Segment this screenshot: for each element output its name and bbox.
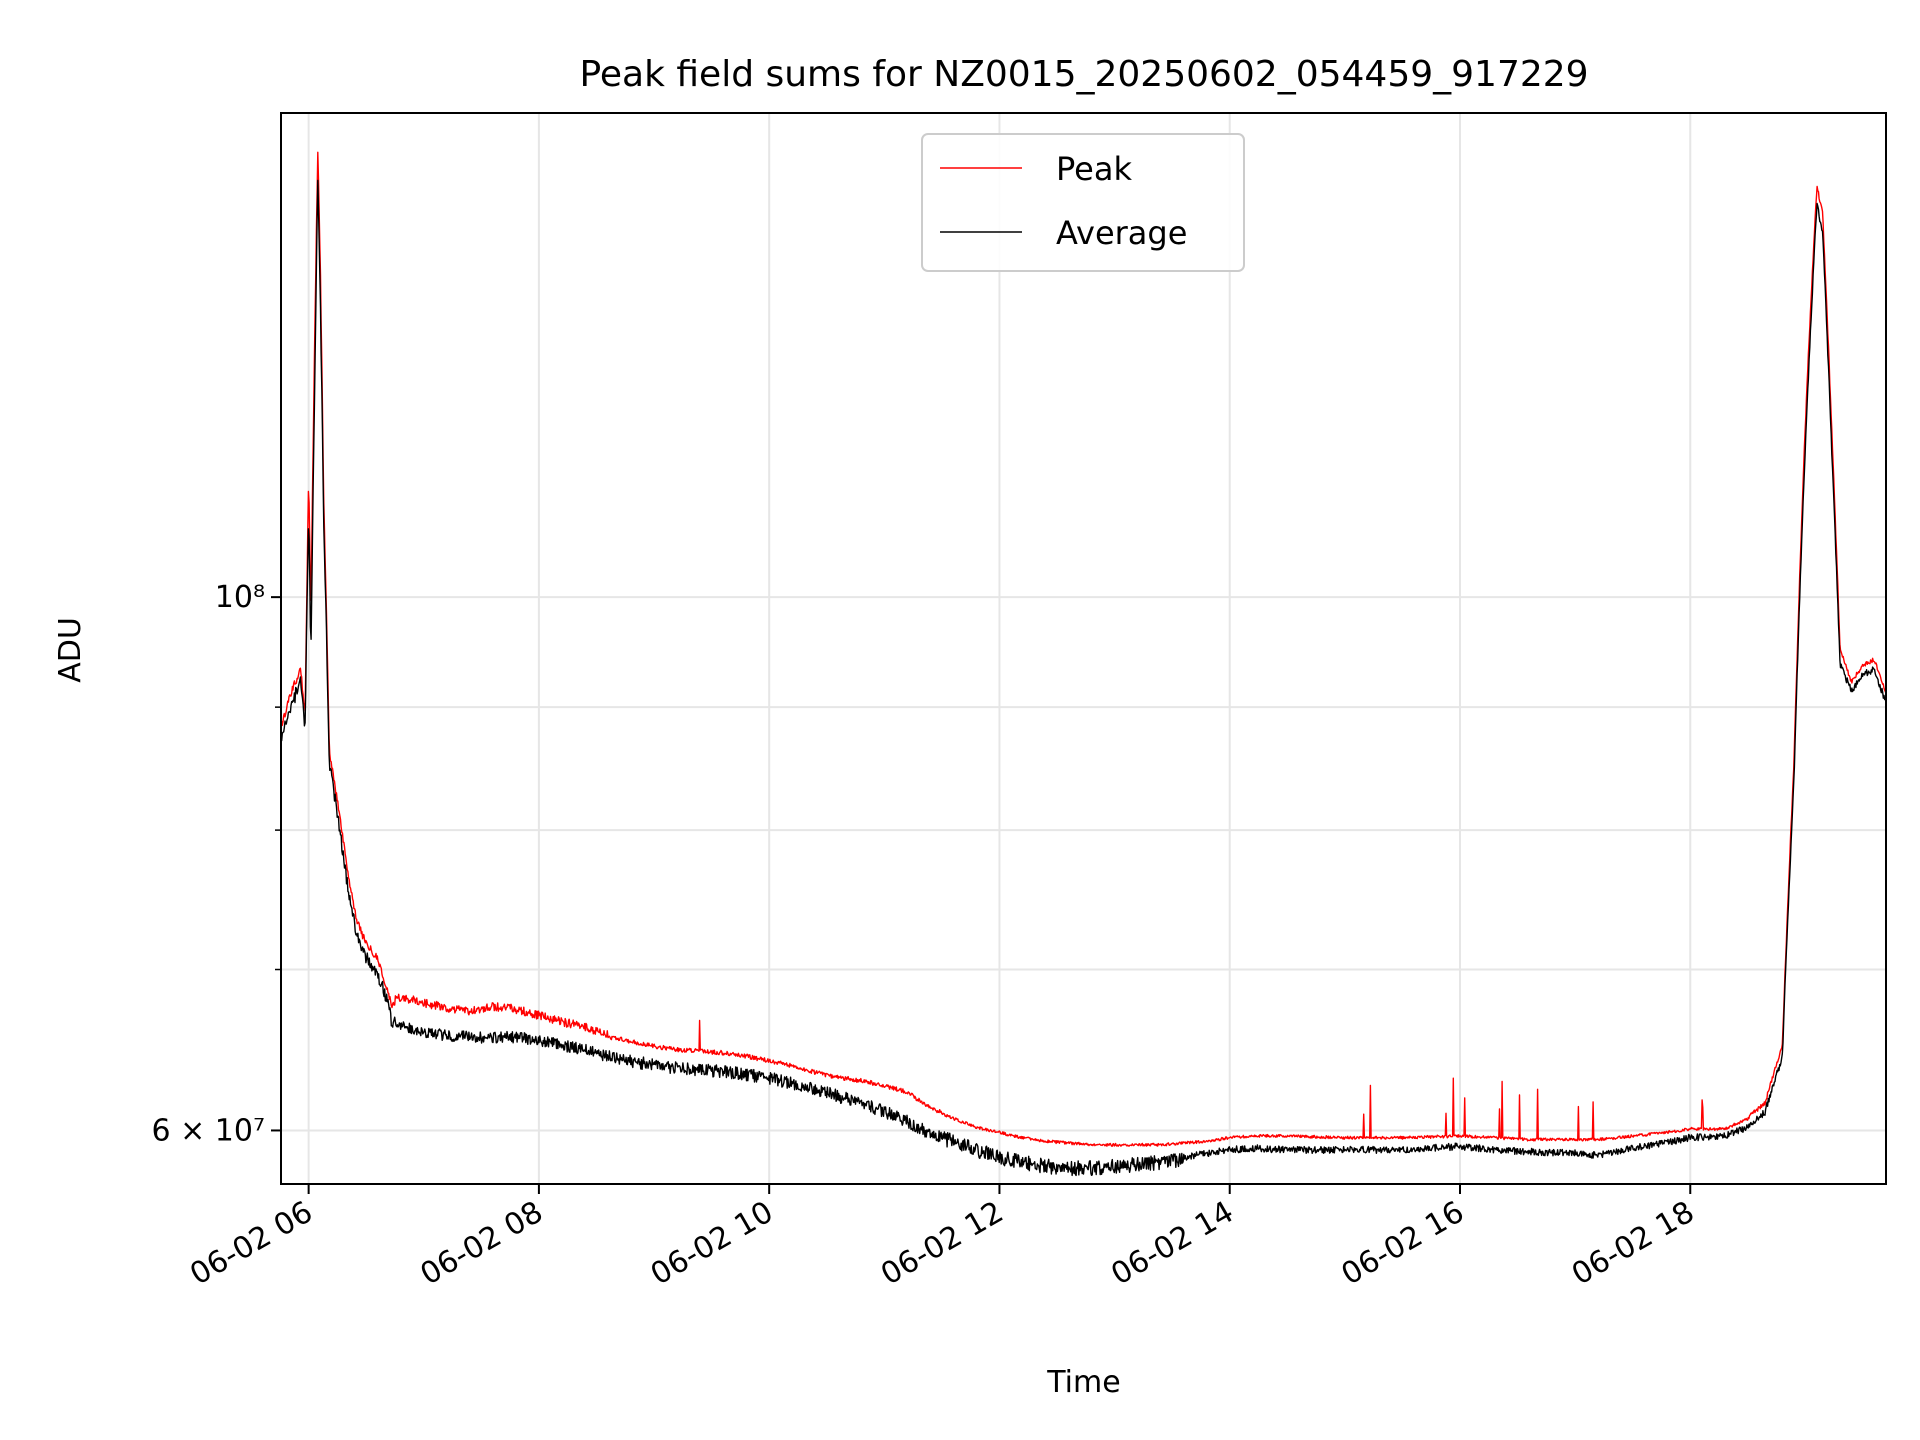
series-line-peak [281,151,1886,1147]
series-line-average [281,179,1886,1177]
y-tick-label: 10⁸ [215,580,265,615]
grid-layer [281,113,1886,1184]
y-axis-label: ADU [53,617,88,683]
chart-title: Peak field sums for NZ0015_20250602_0544… [579,54,1588,95]
x-axis-label: Time [1046,1365,1120,1400]
plot-frame [280,112,1887,1185]
legend: Peak Average [921,133,1245,272]
series-layer [281,151,1886,1177]
y-tick-label: 6 × 10⁷ [152,1113,266,1148]
legend-label-peak: Peak [1056,150,1132,188]
legend-label-average: Average [1056,214,1187,252]
